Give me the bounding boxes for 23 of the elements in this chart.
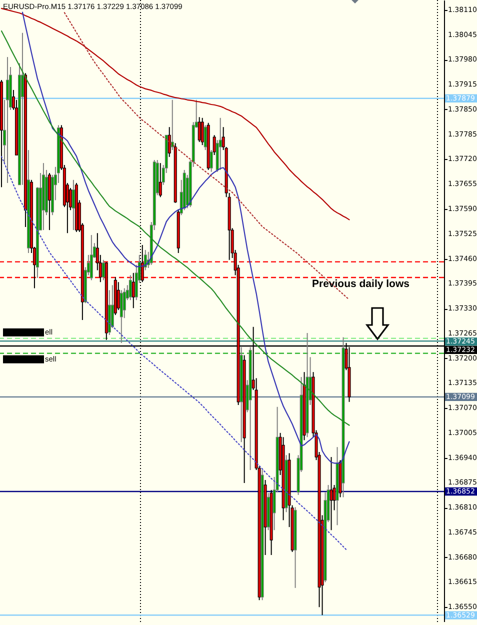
- candlestick: [198, 116, 201, 143]
- candlestick: [330, 456, 333, 531]
- candlestick: [170, 99, 174, 151]
- candlestick: [128, 274, 132, 301]
- candlestick: [144, 249, 147, 271]
- candlestick: [210, 150, 213, 172]
- line-series: [0, 8, 350, 220]
- candlestick: [6, 56, 9, 184]
- candlestick: [20, 32, 24, 186]
- candlestick: [90, 234, 93, 281]
- candlestick: [120, 290, 123, 344]
- candlestick: [218, 117, 222, 170]
- candlestick: [110, 284, 114, 329]
- candlestick: [212, 134, 216, 156]
- annotation: Previous daily lows: [312, 278, 410, 290]
- candlestick: [132, 272, 135, 309]
- candlestick: [200, 117, 204, 146]
- candlestick: [168, 126, 171, 158]
- candlestick: [102, 259, 105, 281]
- candlestick: [204, 124, 207, 151]
- candlestick: [116, 282, 120, 311]
- candlestick: [72, 179, 75, 231]
- candlestick: [158, 162, 162, 198]
